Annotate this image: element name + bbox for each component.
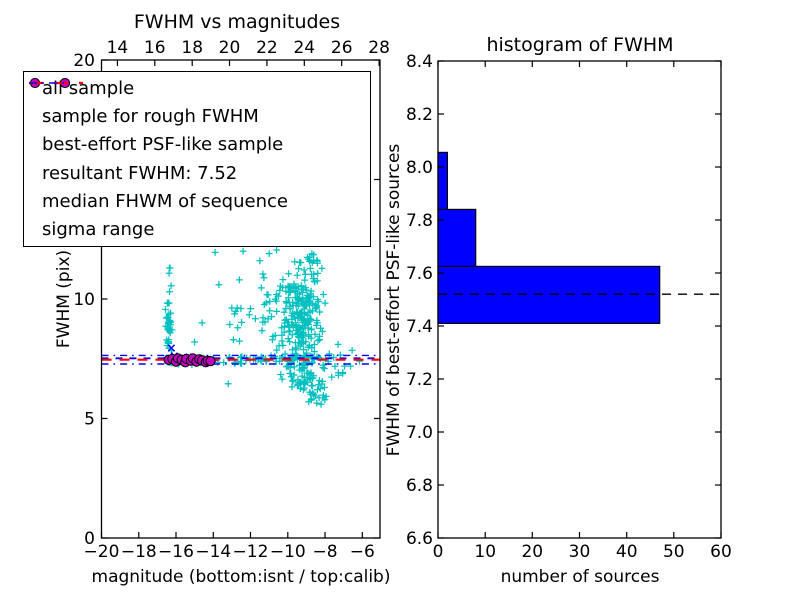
x-tick-label: −16	[158, 542, 194, 562]
x-tick-label: −10	[270, 542, 306, 562]
y-tick-label: 0	[84, 529, 95, 549]
left-plot-title: FWHM vs magnitudes	[133, 11, 341, 33]
x-tick-label: −14	[195, 542, 231, 562]
right-plot-ylabel: FWHM of best-effort PSF-like sources	[384, 143, 404, 457]
legend-label: best-effort PSF-like sample	[42, 134, 284, 156]
histogram-bar	[437, 208, 477, 267]
y-tick-label: 8.4	[406, 52, 433, 72]
y-tick-label: 5	[84, 410, 95, 430]
top-tick-label: 28	[368, 38, 390, 58]
y-tick-label: 7.6	[406, 264, 433, 284]
blue-dashdot-line-icon	[29, 82, 69, 84]
top-tick-label: 18	[181, 38, 203, 58]
top-tick-label: 22	[256, 38, 278, 58]
legend-label: sample for rough FWHM	[42, 106, 259, 128]
right-plot-title: histogram of FWHM	[486, 34, 674, 56]
x-tick-label: 40	[616, 542, 638, 562]
y-tick-label: 10	[73, 290, 95, 310]
y-tick-label: 7.0	[406, 423, 433, 443]
y-tick-label: 7.2	[406, 370, 433, 390]
y-tick-label: 7.8	[406, 211, 433, 231]
x-tick-label: −12	[233, 542, 269, 562]
top-tick-label: 14	[107, 38, 129, 58]
top-tick-label: 24	[293, 38, 315, 58]
y-tick-label: 20	[73, 51, 95, 71]
x-tick-label: −8	[312, 542, 337, 562]
left-plot-scatter: −20 −18 −16 −14 −12 −10 −8 −6 14 16 18 20 22 24 26 28 0 5…	[73, 38, 390, 562]
x-tick-label: 60	[710, 542, 732, 562]
y-tick-label: 6.8	[406, 476, 433, 496]
left-plot-xlabel: magnitude (bottom:isnt / top:calib)	[91, 567, 391, 587]
top-tick-label: 26	[331, 38, 353, 58]
histogram-bar	[437, 265, 661, 324]
x-tick-label: −6	[350, 542, 375, 562]
psf-like-point	[205, 356, 216, 367]
x-tick-label: 50	[663, 542, 685, 562]
all-sample-points	[162, 246, 363, 408]
y-tick-label: 7.4	[406, 317, 433, 337]
top-tick-label: 16	[144, 38, 166, 58]
legend-row-median-fwhm: median FHWM of sequence	[29, 81, 370, 215]
x-tick-label: 0	[433, 542, 444, 562]
y-tick-label: 8.2	[406, 105, 433, 125]
histogram-bar	[437, 151, 448, 210]
left-plot-ylabel: FWHM (pix)	[54, 249, 74, 349]
legend-row-sigma-range: sigma range	[29, 82, 370, 243]
x-tick-label: 30	[569, 542, 591, 562]
legend-label: sigma range	[42, 218, 155, 240]
x-tick-label: 20	[521, 542, 543, 562]
legend-label: resultant FWHM: 7.52	[42, 162, 238, 184]
x-tick-label: −18	[121, 542, 157, 562]
y-tick-label: 6.6	[406, 529, 433, 549]
top-tick-label: 20	[219, 38, 241, 58]
legend-row-psf-sample: best-effort PSF-like sample	[29, 77, 370, 158]
legend-row-rough-fwhm: sample for rough FWHM	[31, 79, 370, 130]
y-tick-label: 8.0	[406, 158, 433, 178]
legend-label: median FHWM of sequence	[42, 190, 288, 212]
legend: all sample sample for rough FWHM best-ef…	[23, 71, 371, 247]
right-plot-histogram: 0 10 20 30 40 50 60 6.6 6.8 7.0 7.2 7.4 7.6 7.8 8.0 8.2…	[406, 52, 732, 562]
legend-row-resultant-fwhm: resultant FWHM: 7.52	[29, 82, 370, 187]
x-tick-label: 10	[474, 542, 496, 562]
right-plot-xlabel: number of sources	[500, 567, 660, 587]
x-tick-label: −20	[84, 542, 120, 562]
